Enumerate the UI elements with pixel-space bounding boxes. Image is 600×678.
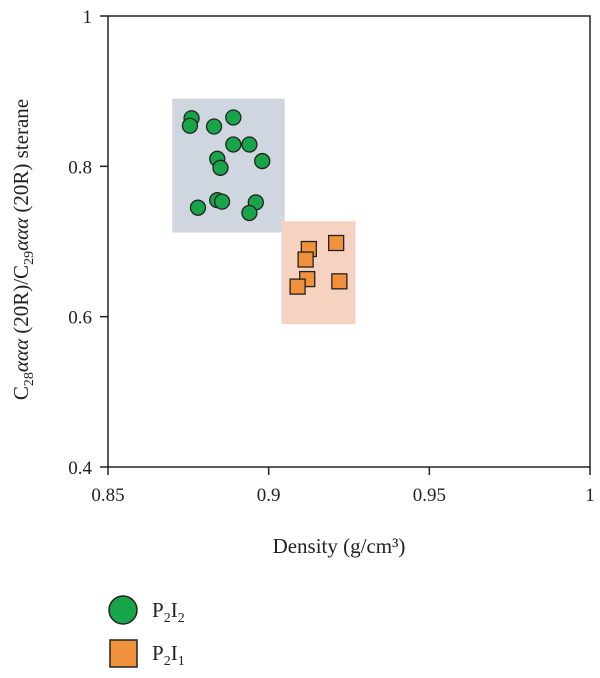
y-tick-label: 0.6 — [68, 308, 92, 329]
data-point-p2i2 — [189, 199, 207, 216]
y-title-c1: C — [9, 386, 33, 400]
data-point-p2i1 — [331, 273, 348, 290]
data-point-p2i2 — [213, 193, 231, 210]
data-point-p2i2 — [225, 136, 242, 153]
y-title-greek2: ααα — [9, 217, 33, 251]
data-point-p2i1 — [289, 278, 306, 295]
data-point-p2i2 — [205, 118, 223, 135]
y-axis-ticks: 0.4 0.6 0.8 1 — [68, 7, 108, 479]
data-point-p2i1 — [327, 234, 345, 252]
y-title-tail: (20R) sterane — [9, 99, 33, 218]
y-tick-label: 1 — [83, 7, 93, 28]
legend-circle-marker — [108, 595, 138, 625]
y-title-c1-sub: 28 — [22, 372, 37, 386]
x-tick-label: 0.95 — [413, 485, 446, 506]
legend-p2i2-mid: I — [171, 598, 178, 622]
data-points — [181, 109, 348, 295]
legend-p2i1-sub2: 1 — [178, 654, 185, 669]
legend-p2i1-base: P — [152, 641, 164, 665]
cluster-region-p2i1 — [281, 221, 356, 325]
data-point-p2i1 — [297, 251, 314, 268]
x-tick-label: 1 — [585, 485, 595, 506]
y-axis-title: C28ααα (20R)/C29ααα (20R) sterane — [9, 99, 37, 400]
x-axis-title: Density (g/cm³) — [273, 534, 406, 558]
y-title-greek1: ααα — [9, 338, 33, 372]
y-title-c2-sub: 29 — [22, 251, 37, 265]
x-tick-label: 0.85 — [91, 485, 124, 506]
legend-square-marker — [109, 639, 138, 668]
legend: P2I2 P2I1 — [108, 595, 185, 669]
data-point-p2i2 — [181, 117, 199, 134]
x-tick-label: 0.9 — [257, 485, 281, 506]
legend-p2i2-base: P — [152, 598, 164, 622]
legend-p2i2-sub2: 2 — [178, 611, 185, 626]
data-point-p2i2 — [241, 204, 258, 222]
x-axis-ticks: 0.85 0.9 0.95 1 — [91, 467, 595, 506]
legend-p2i2-sub1: 2 — [164, 611, 171, 626]
legend-p2i1-sub1: 2 — [164, 654, 171, 669]
legend-item-p2i1: P2I1 — [109, 639, 185, 669]
legend-p2i1-mid: I — [171, 641, 178, 665]
legend-label-p2i1: P2I1 — [152, 641, 185, 669]
legend-item-p2i2: P2I2 — [108, 595, 185, 626]
y-tick-label: 0.4 — [68, 458, 92, 479]
y-title-mid: (20R)/C — [9, 265, 33, 339]
y-tick-label: 0.8 — [68, 157, 92, 178]
data-point-p2i2 — [241, 136, 258, 153]
data-point-p2i2 — [212, 159, 229, 176]
legend-label-p2i2: P2I2 — [152, 598, 185, 626]
data-point-p2i2 — [254, 152, 271, 170]
plot-frame — [107, 15, 591, 468]
data-point-p2i2 — [225, 109, 242, 126]
